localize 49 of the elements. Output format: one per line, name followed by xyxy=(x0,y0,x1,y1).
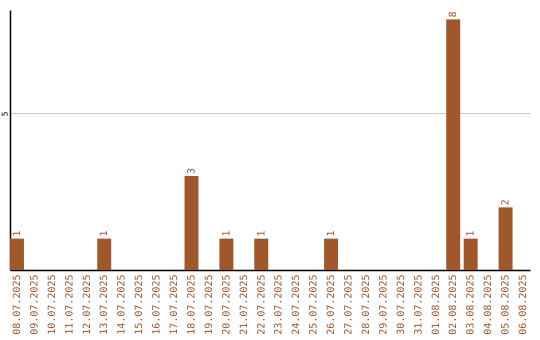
bar xyxy=(464,238,478,270)
x-tick-label: 13.07.2025 xyxy=(99,274,110,335)
bar xyxy=(97,238,112,270)
x-tick-label: 10.07.2025 xyxy=(46,274,58,335)
bar xyxy=(219,238,234,270)
x-tick-label: 12.07.2025 xyxy=(82,274,93,335)
bar xyxy=(184,176,198,270)
bar xyxy=(10,238,24,270)
x-tick-label: 21.07.2025 xyxy=(238,274,250,335)
x-tick-label: 14.07.2025 xyxy=(116,274,128,335)
data-label: 1 xyxy=(99,230,110,237)
x-tick-label: 09.07.2025 xyxy=(29,274,40,335)
x-tick-label: 24.07.2025 xyxy=(291,274,302,335)
x-tick-label: 22.07.2025 xyxy=(256,274,268,335)
x-tick-label: 27.07.2025 xyxy=(344,274,355,335)
y-tick-label: 5 xyxy=(0,111,10,116)
bar xyxy=(446,19,460,270)
data-label: 1 xyxy=(221,230,232,237)
data-label: 3 xyxy=(186,168,198,174)
bar xyxy=(498,207,513,270)
x-tick-label: 23.07.2025 xyxy=(274,274,285,335)
bar xyxy=(324,238,338,270)
data-label: 1 xyxy=(466,230,477,237)
x-tick-label: 03.08.2025 xyxy=(466,274,477,335)
x-tick-label: 01.08.2025 xyxy=(430,274,442,335)
x-tick-label: 17.07.2025 xyxy=(169,274,180,335)
x-tick-label: 20.07.2025 xyxy=(221,274,232,335)
x-tick-label: 02.08.2025 xyxy=(448,274,460,335)
data-label: 1 xyxy=(12,230,23,237)
x-tick-label: 16.07.2025 xyxy=(152,274,163,335)
x-tick-label: 15.07.2025 xyxy=(134,274,146,335)
x-tick-label: 04.08.2025 xyxy=(483,274,494,335)
x-tick-label: 19.07.2025 xyxy=(204,274,215,335)
data-label: 1 xyxy=(256,230,268,237)
x-tick-label: 29.07.2025 xyxy=(378,274,390,335)
x-tick-label: 26.07.2025 xyxy=(326,274,338,335)
x-tick-label: 08.07.2025 xyxy=(12,274,23,335)
bar xyxy=(254,238,268,270)
data-label: 8 xyxy=(448,11,460,18)
data-label: 1 xyxy=(326,230,338,237)
x-tick-label: 11.07.2025 xyxy=(64,274,76,335)
x-tick-label: 06.08.2025 xyxy=(518,274,530,335)
x-tick-label: 28.07.2025 xyxy=(360,274,372,335)
x-tick-label: 30.07.2025 xyxy=(396,274,407,335)
x-tick-label: 31.07.2025 xyxy=(413,274,424,335)
x-tick-label: 05.08.2025 xyxy=(500,274,512,335)
data-label: 2 xyxy=(500,199,512,206)
x-tick-label: 25.07.2025 xyxy=(308,274,320,335)
x-tick-label: 18.07.2025 xyxy=(186,274,198,335)
